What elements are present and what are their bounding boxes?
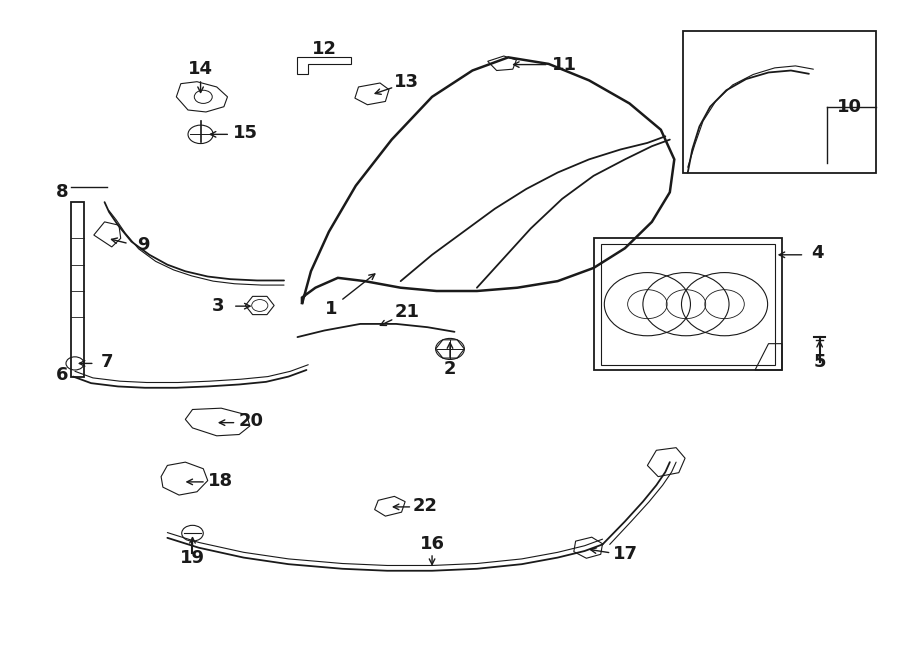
Text: 8: 8 [56, 183, 68, 201]
Text: 21: 21 [394, 303, 419, 321]
Bar [683, 31, 877, 173]
Text: 4: 4 [812, 244, 824, 262]
Text: 6: 6 [56, 366, 68, 384]
Text: 18: 18 [208, 471, 233, 490]
Text: 22: 22 [412, 496, 437, 514]
Text: 16: 16 [419, 535, 445, 553]
Text: 5: 5 [814, 353, 826, 371]
Text: 1: 1 [325, 301, 338, 319]
Text: 19: 19 [180, 549, 205, 566]
Text: 13: 13 [394, 73, 419, 91]
Text: 17: 17 [613, 545, 637, 563]
Text: 15: 15 [233, 124, 258, 142]
Text: 20: 20 [238, 412, 264, 430]
Text: 12: 12 [312, 40, 337, 58]
Text: 9: 9 [137, 236, 149, 254]
Text: 7: 7 [101, 353, 113, 371]
Text: 10: 10 [837, 98, 862, 116]
Text: 14: 14 [188, 60, 213, 78]
Text: 2: 2 [444, 360, 456, 377]
Text: 11: 11 [553, 56, 577, 73]
Text: 3: 3 [212, 297, 225, 315]
